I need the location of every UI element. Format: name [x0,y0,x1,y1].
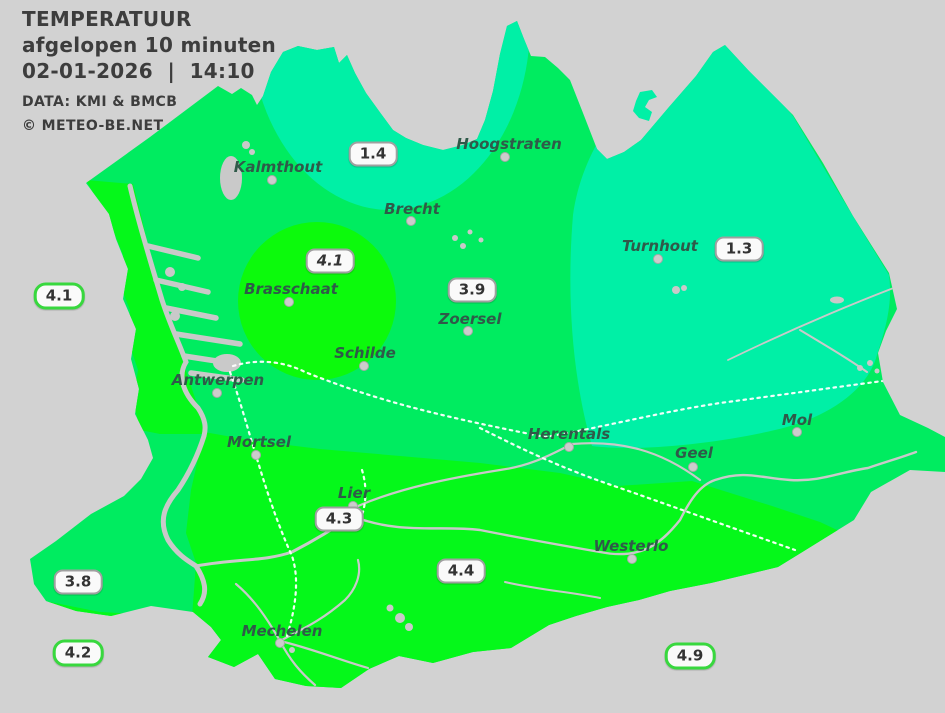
city-marker-dot [500,152,510,162]
city-label-herentals: Herentals [527,425,611,443]
city-label-antwerpen: Antwerpen [171,371,265,389]
city-marker-dot [653,254,663,264]
city-marker-dot [792,427,802,437]
city-marker-dot [212,388,222,398]
page-title: TEMPERATUUR [22,7,192,31]
city-marker-dot [275,638,285,648]
city-marker-dot [406,216,416,226]
station-value-badge: 4.1 [33,282,85,310]
region-warm-circle-brasschaat [238,222,396,380]
city-label-mol: Mol [781,411,813,429]
station-value-badge: 4.4 [436,558,486,584]
port-and-urban-areas [165,141,880,653]
rivers [127,183,944,687]
port-docks [145,243,245,383]
city-label-westerlo: Westerlo [593,537,669,555]
city-marker-dot [688,462,698,472]
city-label-mortsel: Mortsel [226,433,292,451]
city-label-geel: Geel [675,444,713,462]
city-label-kalmthout: Kalmthout [233,158,323,176]
station-value-badge: 1.3 [714,236,764,262]
exclave-baarle-hertog [633,90,657,121]
city-marker-dot [251,450,261,460]
city-marker-dot [463,326,473,336]
city-label-brasschaat: Brasschaat [244,280,338,298]
city-label-hoogstraten: Hoogstraten [456,135,562,153]
station-value-badge: 4.3 [314,506,364,532]
region-west-bank [86,180,204,434]
station-value-badge: 1.4 [348,141,398,167]
header-datetime: 02-01-2026 | 14:10 [22,59,255,83]
station-value-badge: 4.9 [664,642,716,670]
city-label-lier: Lier [337,484,371,502]
station-value-badge: 4.2 [52,639,104,667]
city-marker-dot [267,175,277,185]
page-subtitle: afgelopen 10 minuten [22,33,277,57]
station-value-badge: 3.8 [53,569,103,595]
station-value-badge: 3.9 [447,277,497,303]
map-header: TEMPERATUUR afgelopen 10 minuten 02-01-2… [22,6,276,137]
city-label-zoersel: Zoersel [438,310,502,328]
city-label-brecht: Brecht [384,200,440,218]
city-label-turnhout: Turnhout [622,237,698,255]
city-marker-dot [564,442,574,452]
city-marker-dot [627,554,637,564]
station-value-badge: 4.1 [305,248,355,274]
city-label-mechelen: Mechelen [241,622,323,640]
header-copyright: © METEO-BE.NET [22,118,164,134]
header-data-source: DATA: KMI & BMCB [22,94,178,110]
city-marker-dot [284,297,294,307]
city-marker-dot [359,361,369,371]
city-label-schilde: Schilde [334,344,396,362]
